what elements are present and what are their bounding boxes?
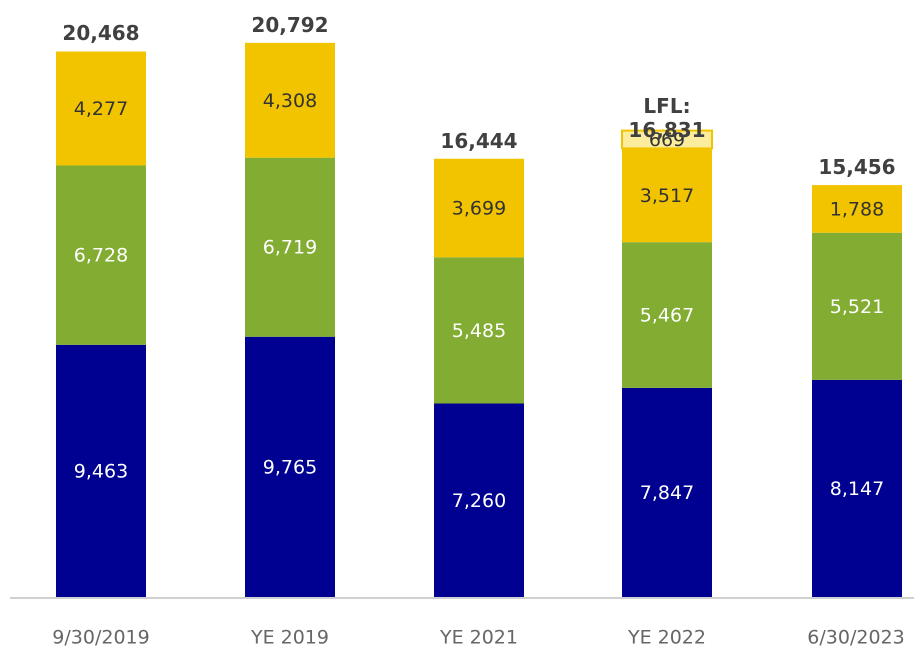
x-tick-label: YE 2021 (439, 627, 518, 649)
bar-segment (245, 157, 335, 337)
bar-segment (622, 148, 712, 243)
data-label: 1,788 (830, 198, 884, 220)
data-label: 7,260 (452, 490, 506, 512)
bar-segment (56, 344, 146, 597)
total-label: LFL: 16,831 (628, 94, 706, 143)
data-label: 4,308 (263, 90, 317, 112)
bar-segment (812, 185, 902, 233)
data-label: 5,485 (452, 320, 506, 342)
bar-segment (245, 42, 335, 158)
x-tick-label: 9/30/2019 (52, 627, 149, 649)
data-label: 6,728 (74, 245, 128, 267)
bar-segment (434, 403, 524, 597)
data-label: 9,765 (263, 456, 317, 478)
bar-segment (434, 158, 524, 258)
data-label: 8,147 (830, 478, 884, 500)
bar-segment (56, 165, 146, 345)
data-label: 6,719 (263, 237, 317, 259)
data-label: 669 (649, 129, 685, 151)
bar-segment (621, 129, 713, 150)
data-label: 3,517 (640, 185, 694, 207)
data-label: 7,847 (640, 482, 694, 504)
data-label: 5,521 (830, 296, 884, 318)
bar-segment (622, 242, 712, 388)
bar-segment (56, 51, 146, 166)
total-label: 15,456 (818, 155, 896, 180)
data-label: 9,463 (74, 460, 128, 482)
total-label: 20,468 (62, 21, 140, 46)
bar-segment (245, 336, 335, 597)
data-label: 5,467 (640, 305, 694, 327)
x-tick-label: 6/30/2023 (807, 627, 904, 649)
bar-segment (812, 379, 902, 597)
total-label: 20,792 (251, 12, 329, 37)
x-tick-label: YE 2019 (250, 627, 329, 649)
bar-segment (622, 387, 712, 597)
x-tick-label: YE 2022 (627, 627, 706, 649)
total-label: 16,444 (440, 128, 518, 153)
bar-segment (812, 232, 902, 380)
bar-segment (434, 257, 524, 404)
data-label: 3,699 (452, 198, 506, 220)
data-label: 4,277 (74, 98, 128, 120)
